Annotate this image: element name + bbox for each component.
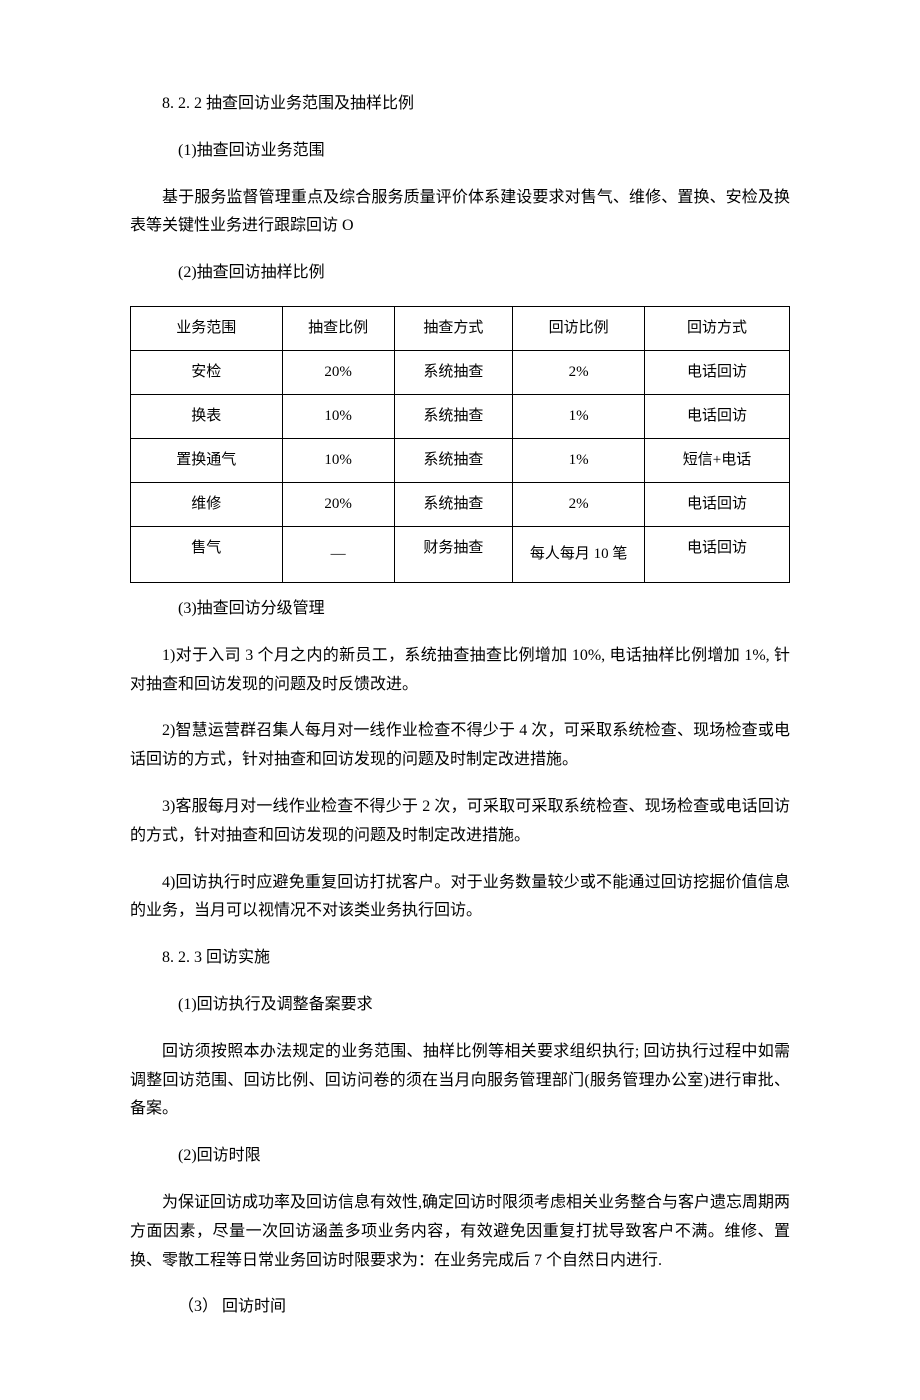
table-cell: — (282, 526, 394, 582)
item-3-p4: 4)回访执行时应避免重复回访打扰客户。对于业务数量较少或不能通过回访挖掘价值信息… (130, 869, 790, 927)
table-cell: 1% (513, 438, 645, 482)
table-cell: 维修 (131, 482, 283, 526)
table-cell: 2% (513, 482, 645, 526)
item-2-heading: (2)抽查回访抽样比例 (130, 259, 790, 288)
item-3-p1: 1)对于入司 3 个月之内的新员工，系统抽查抽查比例增加 10%, 电话抽样比例… (130, 642, 790, 700)
table-cell: 电话回访 (644, 394, 789, 438)
sampling-ratio-table: 业务范围 抽查比例 抽查方式 回访比例 回访方式 安检 20% 系统抽查 2% … (130, 306, 790, 583)
table-cell: 短信+电话 (644, 438, 789, 482)
table-row: 安检 20% 系统抽查 2% 电话回访 (131, 350, 790, 394)
section-823-heading: 8. 2. 3 回访实施 (130, 944, 790, 973)
table-row: 换表 10% 系统抽查 1% 电话回访 (131, 394, 790, 438)
table-cell: 售气 (131, 526, 283, 582)
item-3-heading: (3)抽查回访分级管理 (130, 595, 790, 624)
table-cell: 系统抽查 (394, 394, 513, 438)
item-823-1-heading: (1)回访执行及调整备案要求 (130, 991, 790, 1020)
item-1-body: 基于服务监督管理重点及综合服务质量评价体系建设要求对售气、维修、置换、安检及换表… (130, 184, 790, 242)
table-cell: 系统抽查 (394, 438, 513, 482)
table-row: 置换通气 10% 系统抽查 1% 短信+电话 (131, 438, 790, 482)
item-823-2-heading: (2)回访时限 (130, 1142, 790, 1171)
table-cell: 换表 (131, 394, 283, 438)
table-cell: 系统抽查 (394, 350, 513, 394)
table-row: 售气 — 财务抽查 每人每月 10 笔 电话回访 (131, 526, 790, 582)
table-cell: 系统抽查 (394, 482, 513, 526)
table-header: 回访方式 (644, 306, 789, 350)
table-cell: 安检 (131, 350, 283, 394)
item-1-heading: (1)抽查回访业务范围 (130, 137, 790, 166)
table-cell: 10% (282, 438, 394, 482)
item-823-1-body: 回访须按照本办法规定的业务范围、抽样比例等相关要求组织执行; 回访执行过程中如需… (130, 1038, 790, 1124)
item-3-p2: 2)智慧运营群召集人每月对一线作业检查不得少于 4 次，可采取系统检查、现场检查… (130, 717, 790, 775)
table-cell: 每人每月 10 笔 (513, 526, 645, 582)
table-header: 业务范围 (131, 306, 283, 350)
table-cell: 10% (282, 394, 394, 438)
table-cell: 置换通气 (131, 438, 283, 482)
table-cell: 2% (513, 350, 645, 394)
table-cell: 电话回访 (644, 526, 789, 582)
table-header: 回访比例 (513, 306, 645, 350)
table-cell: 1% (513, 394, 645, 438)
item-3-p3: 3)客服每月对一线作业检查不得少于 2 次，可采取可采取系统检查、现场检查或电话… (130, 793, 790, 851)
section-822-heading: 8. 2. 2 抽查回访业务范围及抽样比例 (130, 90, 790, 119)
table-row: 维修 20% 系统抽查 2% 电话回访 (131, 482, 790, 526)
item-823-3-heading: （3） 回访时间 (130, 1293, 790, 1322)
item-823-2-body: 为保证回访成功率及回访信息有效性,确定回访时限须考虑相关业务整合与客户遗忘周期两… (130, 1189, 790, 1275)
table-cell: 电话回访 (644, 350, 789, 394)
table-header: 抽查方式 (394, 306, 513, 350)
table-cell: 20% (282, 350, 394, 394)
table-cell: 财务抽查 (394, 526, 513, 582)
table-header-row: 业务范围 抽查比例 抽查方式 回访比例 回访方式 (131, 306, 790, 350)
table-header: 抽查比例 (282, 306, 394, 350)
table-cell: 电话回访 (644, 482, 789, 526)
table-cell: 20% (282, 482, 394, 526)
